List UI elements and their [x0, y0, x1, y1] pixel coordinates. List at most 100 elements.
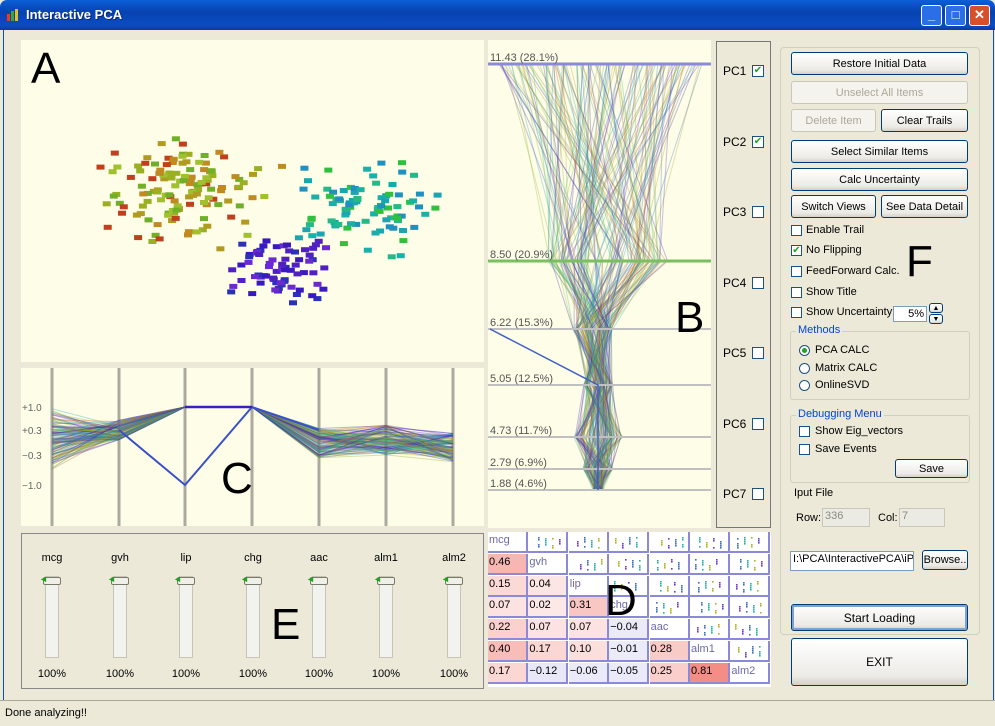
scatter-point[interactable] [309, 245, 318, 251]
matrix-scatter-cell[interactable] [609, 532, 650, 553]
enable-trail-checkbox[interactable] [791, 225, 802, 236]
scatter-point[interactable] [136, 168, 145, 174]
scatter-point[interactable] [311, 242, 320, 248]
scatter-point[interactable] [237, 262, 246, 268]
scatter-point[interactable] [305, 222, 314, 228]
pc-axis-view[interactable]: 11.43 (28.1%) 8.50 (20.9%) 6.22 (15.3%) 5.0… [488, 40, 711, 528]
scatter-point[interactable] [217, 188, 226, 194]
scatter-point[interactable] [308, 233, 317, 239]
scatter-point[interactable] [143, 198, 152, 204]
scatter-point[interactable] [433, 192, 442, 198]
scatter-point[interactable] [308, 293, 317, 299]
close-button[interactable]: ✕ [969, 5, 990, 26]
scatter-point[interactable] [165, 170, 174, 176]
scatter-point[interactable] [201, 160, 210, 166]
scatter-point[interactable] [381, 198, 390, 204]
scatter-point[interactable] [325, 193, 334, 199]
scatter-point[interactable] [186, 177, 195, 183]
scatter-point[interactable] [185, 181, 194, 187]
scatter-point[interactable] [387, 254, 396, 260]
matrix-scatter-cell[interactable] [730, 641, 771, 662]
scatter-point[interactable] [384, 205, 392, 211]
scatter-point[interactable] [167, 175, 176, 181]
scatter-point[interactable] [113, 164, 122, 170]
scatter-point[interactable] [231, 174, 240, 180]
scatter-point[interactable] [324, 167, 333, 173]
scatter-point[interactable] [350, 186, 359, 191]
scatter-point[interactable] [126, 174, 135, 180]
pc-checkbox-7[interactable] [752, 488, 764, 500]
scatter-point[interactable] [289, 300, 297, 306]
slider-track-alm2[interactable] [447, 576, 461, 658]
scatter-point[interactable] [153, 189, 162, 195]
scatter-point[interactable] [224, 198, 233, 204]
exit-button[interactable]: EXIT [791, 638, 968, 686]
scatter-point[interactable] [203, 177, 212, 183]
scatter-point[interactable] [184, 151, 193, 157]
scatter-point[interactable] [307, 216, 316, 222]
pc-checkbox-1[interactable]: ✔ [752, 65, 764, 77]
scatter-point[interactable] [153, 222, 162, 228]
scatter-point[interactable] [216, 246, 225, 252]
scatter-point[interactable] [382, 217, 391, 223]
scatter-point[interactable] [192, 229, 201, 235]
minimize-button[interactable]: _ [921, 5, 942, 26]
scatter-point[interactable] [192, 191, 201, 197]
scatter-point[interactable] [251, 274, 259, 280]
scatter-point[interactable] [281, 256, 290, 262]
scatter-point[interactable] [393, 204, 402, 210]
scatter-point[interactable] [209, 196, 218, 202]
scatter-point[interactable] [143, 190, 152, 196]
scatter-point[interactable] [361, 218, 370, 224]
scatter-point[interactable] [171, 215, 180, 221]
scatter-point[interactable] [363, 247, 372, 253]
matrix-scatter-cell[interactable] [568, 532, 609, 553]
scatter-point[interactable] [377, 203, 386, 209]
file-path-input[interactable]: I:\PCA\InteractivePCA\iP [790, 551, 914, 571]
scatter-point[interactable] [394, 192, 403, 198]
scatter-point[interactable] [103, 224, 112, 230]
scatter-point[interactable] [204, 195, 213, 201]
scatter-point[interactable] [262, 273, 271, 279]
scatter-point[interactable] [188, 189, 196, 195]
scatter-point[interactable] [265, 260, 274, 266]
title-bar[interactable] [0, 0, 995, 30]
scatter-point[interactable] [178, 153, 187, 159]
matrix-scatter-cell[interactable] [730, 619, 771, 641]
scatter-point[interactable] [178, 141, 187, 147]
start-loading-button[interactable]: Start Loading [791, 604, 968, 631]
scatter-point[interactable] [343, 225, 352, 231]
scatter-point[interactable] [410, 224, 419, 230]
scatter-point[interactable] [164, 155, 173, 161]
scatter-point[interactable] [184, 229, 193, 235]
scatter-point[interactable] [300, 165, 309, 171]
slider-track-aac[interactable] [312, 576, 326, 658]
parallel-coordinates-view[interactable]: +1.0 +0.3 −0.3 −1.0 C [21, 368, 484, 526]
scatter-point[interactable] [119, 204, 128, 210]
scatter-point[interactable] [278, 163, 286, 169]
scatter-point[interactable] [316, 231, 325, 237]
scatter-point[interactable] [287, 284, 296, 290]
scatter-point[interactable] [291, 249, 299, 255]
scatter-point[interactable] [203, 223, 212, 229]
scatter-point[interactable] [313, 296, 322, 302]
scatter-point[interactable] [186, 201, 194, 207]
uncertainty-percent-input[interactable]: 5% [893, 306, 927, 322]
scatter-point[interactable] [184, 232, 192, 238]
scatter-point[interactable] [160, 176, 169, 182]
matrix-scatter-cell[interactable] [730, 575, 771, 597]
scatter-point[interactable] [339, 241, 348, 247]
scatter-point[interactable] [302, 227, 311, 233]
scatter-point[interactable] [139, 191, 148, 197]
scatter-point[interactable] [311, 194, 320, 200]
scatter-point[interactable] [269, 275, 278, 281]
scatter-point[interactable] [265, 264, 273, 270]
scatter-point[interactable] [208, 173, 217, 179]
matrix-calc-radio[interactable] [799, 363, 810, 374]
scatter-point[interactable] [148, 239, 157, 244]
scatter-point[interactable] [200, 167, 209, 173]
matrix-scatter-cell[interactable] [690, 597, 730, 619]
matrix-scatter-cell[interactable] [609, 553, 650, 575]
scatter-point[interactable] [415, 204, 423, 210]
scatter-point[interactable] [348, 198, 357, 203]
